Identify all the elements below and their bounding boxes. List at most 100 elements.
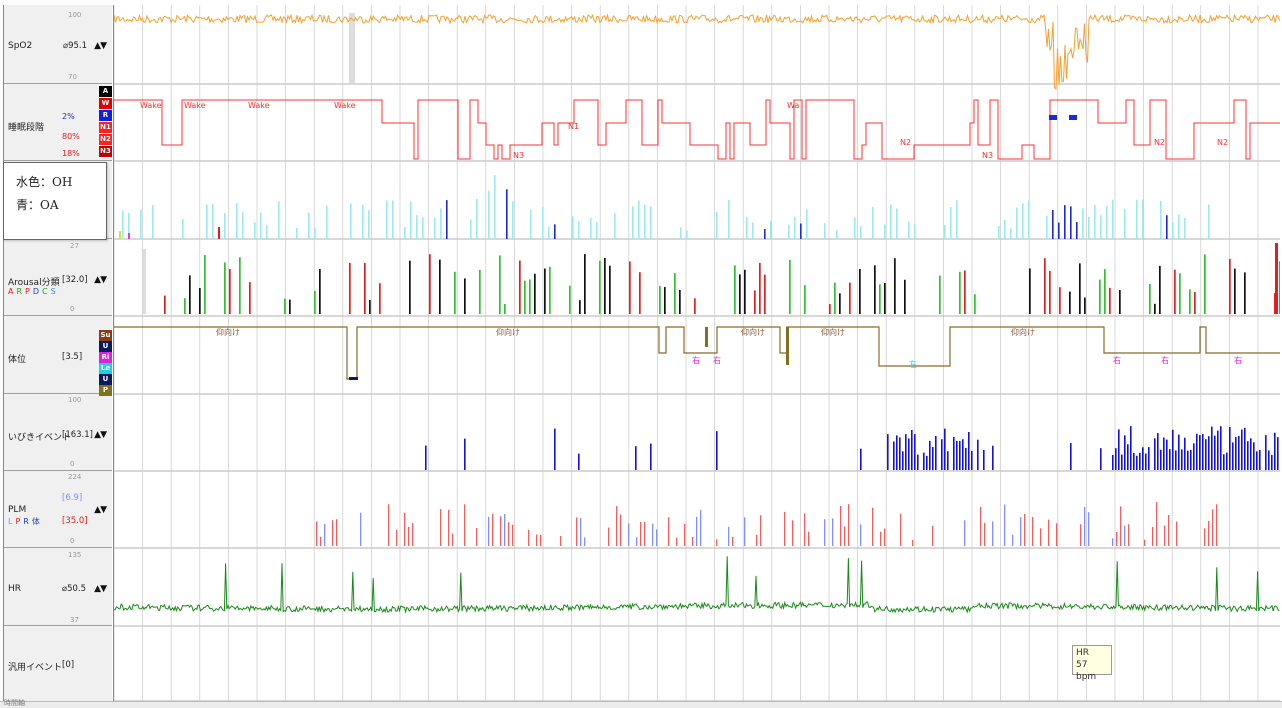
snore-event-bar [1169,449,1171,470]
position-marker [349,377,358,380]
arousal-bar [409,260,411,314]
spo2-scale-arrows[interactable]: ▲▼ [94,41,107,51]
snore-event-bar [1139,452,1141,470]
oh-event-bar [632,206,634,239]
plm-event-bar [320,536,322,546]
oh-event-bar [1178,214,1180,239]
snore-event-bar [1235,437,1237,470]
plm-scale-arrows[interactable]: ▲▼ [94,505,107,515]
plm-event-bar [388,504,390,546]
oh-event-bar [650,206,652,239]
arousal-bar [1149,284,1151,314]
snore-event-bar [911,430,913,470]
snore-event-bar [716,431,718,470]
lane-label-generic-event[interactable]: 汎用イベント [0] [4,626,112,701]
lane-label-hr[interactable]: 135 HR ⌀50.5 ▲▼ 37 [4,548,112,626]
plm-event-bar [912,539,914,546]
snore-event-bar [1256,451,1258,470]
oa-event-bar [1052,209,1054,239]
plm-legend-body: 体 [31,517,40,526]
stage-label: Wa [787,101,799,110]
snore-event-bar [1211,426,1213,470]
arousal-bar [534,273,536,314]
arousal-bar [584,254,586,314]
snore-event-bar [1202,434,1204,470]
plm-label: PLM [8,505,27,515]
oh-event-bar [122,210,124,239]
plm-event-bar [932,525,934,546]
position-label: 体位 [8,355,27,365]
arousal-scale-arrows[interactable]: ▲▼ [94,275,107,285]
plm-leg-bar [696,516,698,546]
signal-traces[interactable]: Wake Wake Wake Wake N1 Wa N3 N2 N3 N2 N2 仰向け 仰向け 仰向け 仰… [114,5,1280,701]
plm-event-bar [396,529,398,546]
snore-event-bar [1157,433,1159,470]
arousal-bar [464,278,466,314]
arousal-bar [499,255,501,314]
plm-event-bar [732,536,734,546]
position-label: 右 [1161,355,1169,365]
arousal-bar [164,295,166,314]
oh-event-bar [206,204,208,239]
snore-event-bar [947,451,949,470]
oh-event-bar [590,218,592,239]
snore-event-bar [932,446,934,470]
arousal-bar [754,290,756,314]
arousal-bar [184,298,186,314]
signal-chart-area[interactable]: Wake Wake Wake Wake N1 Wa N3 N2 N3 N2 N2 仰向け 仰向け 仰向け 仰… [113,5,1280,701]
oh-event-bar [638,200,640,239]
arousal-legend-s: S [50,287,56,296]
oa-event-bar [1070,206,1072,239]
snore-event-bar [1190,449,1192,470]
arousal-scale-bottom: 0 [70,305,75,313]
plm-leg-bar [744,517,746,546]
plm-event-bar [756,534,758,546]
stage-label: Wake [248,101,270,110]
oh-event-bar [434,217,436,239]
snore-event-bar [1196,433,1198,470]
arousal-label: Arousal分類 [8,278,60,288]
time-scroll-bar[interactable]: 時間軸 [0,699,1282,708]
oh-event-bar [1136,199,1138,239]
hr-scale-arrows[interactable]: ▲▼ [94,584,107,594]
snore-event-bar [929,440,931,470]
oh-event-bar [326,205,328,239]
oh-event-bar [1016,207,1018,239]
snore-event-bar [1145,453,1147,470]
oh-event-bar [1028,200,1030,239]
plm-leg-bar [1020,517,1022,546]
lane-label-position[interactable]: 体位 [3.5] Su U Ri Le U P [4,316,112,396]
stage-tag-n1: N1 [99,122,112,133]
plm-event-bar [980,506,982,546]
oh-event-bar [1208,204,1210,239]
arousal-bar [1109,287,1111,314]
arousal-legend-d: D [32,287,40,296]
snore-event-bar [953,436,955,470]
lane-label-sleep-stage[interactable]: 睡眠段階 2% 80% 18% A W R N1 N2 N3 [4,84,112,161]
snore-event-bar [1223,454,1225,470]
arousal-bar [744,269,746,314]
snore-event-bar [1199,435,1201,470]
arousal-bar [1059,287,1061,314]
position-label: 右 [1234,355,1242,365]
plm-event-bar [616,506,618,546]
arousal-bar [454,271,456,314]
plm-event-bar [1208,521,1210,546]
snore-event-bar [1175,450,1177,470]
oh-event-bar [362,205,364,239]
oh-event-bar [278,201,280,239]
arousal-bar [224,262,226,314]
oh-event-bar [890,204,892,239]
oh-event-bar [1094,204,1096,239]
lane-label-spo2[interactable]: 100 SpO2 ⌀95.1 ▲▼ 70 [4,5,112,84]
oh-event-bar [1160,200,1162,239]
lane-label-snore[interactable]: 100 いびきイベント [163.1] ▲▼ 0 [4,394,112,471]
oh-event-bar [1046,215,1048,239]
position-label: 右 [713,355,721,365]
arousal-bar [739,274,741,314]
snore-scale-arrows[interactable]: ▲▼ [94,430,107,440]
snore-event-bar [1226,452,1228,470]
note-line-oa: 青：OA [16,198,59,212]
